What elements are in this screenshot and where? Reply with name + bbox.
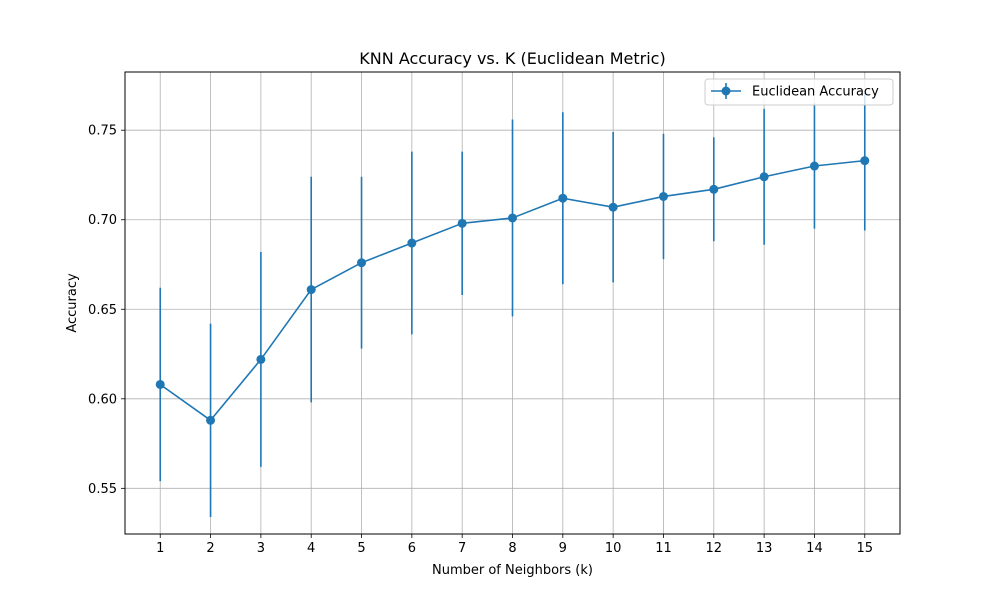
x-tick-label: 4 <box>307 541 315 556</box>
x-tick-label: 1 <box>156 541 164 556</box>
legend: Euclidean Accuracy <box>704 78 894 106</box>
x-tick-label: 9 <box>559 541 567 556</box>
data-point <box>155 379 165 389</box>
y-tick-label: 0.55 <box>88 482 117 497</box>
data-point <box>256 354 266 364</box>
x-tick-label: 2 <box>206 541 214 556</box>
x-tick-label: 3 <box>257 541 265 556</box>
data-point <box>558 193 568 203</box>
data-point <box>457 218 467 228</box>
data-point <box>860 156 870 166</box>
x-tick-label: 12 <box>706 541 723 556</box>
legend-label: Euclidean Accuracy <box>752 85 879 100</box>
data-point <box>508 213 517 223</box>
x-tick-label: 5 <box>357 541 365 556</box>
y-tick-label: 0.70 <box>88 213 117 228</box>
data-point <box>407 238 417 248</box>
y-tick-label: 0.60 <box>88 392 117 407</box>
data-point <box>709 184 719 194</box>
x-tick-label: 13 <box>756 541 773 556</box>
data-point <box>608 202 618 212</box>
data-point <box>306 285 316 295</box>
x-tick-label: 7 <box>458 541 466 556</box>
y-tick-label: 0.65 <box>88 303 117 318</box>
data-point <box>357 258 367 268</box>
x-tick-label: 14 <box>806 541 823 556</box>
plot-area <box>155 90 870 517</box>
x-tick-label: 8 <box>508 541 516 556</box>
x-tick-label: 6 <box>408 541 416 556</box>
x-axis-label: Number of Neighbors (k) <box>432 563 593 578</box>
legend-marker-swatch <box>721 86 731 96</box>
data-point <box>759 172 769 182</box>
x-tick-label: 11 <box>655 541 672 556</box>
ticks: 1 2 3 4 5 6 7 8 9 10 11 12 13 14 150.550.600.650.700.7… <box>88 124 873 556</box>
x-tick-label: 15 <box>856 541 873 556</box>
x-tick-label: 10 <box>605 541 622 556</box>
y-tick-label: 0.75 <box>88 124 117 139</box>
y-axis-label: Accuracy <box>65 273 80 333</box>
legend-box <box>704 78 894 106</box>
data-point <box>206 415 216 425</box>
data-point <box>809 161 819 171</box>
data-point <box>658 191 668 201</box>
chart-title: KNN Accuracy vs. K (Euclidean Metric) <box>359 49 665 68</box>
